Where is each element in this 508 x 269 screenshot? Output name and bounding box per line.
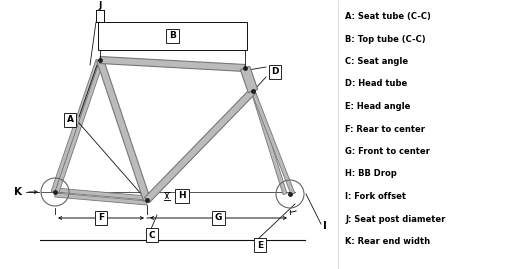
Text: C: Seat angle: C: Seat angle bbox=[345, 57, 408, 66]
Text: H: H bbox=[178, 192, 186, 200]
Text: F: Rear to center: F: Rear to center bbox=[345, 125, 425, 133]
Polygon shape bbox=[100, 56, 245, 72]
Polygon shape bbox=[251, 90, 295, 195]
Text: B: B bbox=[169, 31, 176, 41]
Text: H: BB Drop: H: BB Drop bbox=[345, 169, 397, 179]
Text: E: E bbox=[257, 240, 263, 250]
Text: F: F bbox=[98, 214, 104, 222]
Text: D: Head tube: D: Head tube bbox=[345, 80, 407, 89]
Text: A: Seat tube (C-C): A: Seat tube (C-C) bbox=[345, 12, 431, 21]
Polygon shape bbox=[97, 59, 150, 201]
Text: K: Rear end width: K: Rear end width bbox=[345, 237, 430, 246]
Polygon shape bbox=[55, 59, 104, 193]
Text: A: A bbox=[67, 115, 74, 125]
Text: G: Front to center: G: Front to center bbox=[345, 147, 430, 156]
Polygon shape bbox=[55, 193, 147, 205]
Bar bbox=[98, 22, 247, 50]
Text: J: Seat post diameter: J: Seat post diameter bbox=[345, 214, 446, 224]
Polygon shape bbox=[240, 66, 258, 93]
Text: I: Fork offset: I: Fork offset bbox=[345, 192, 406, 201]
Text: E: Head angle: E: Head angle bbox=[345, 102, 410, 111]
Text: B: Top tube (C-C): B: Top tube (C-C) bbox=[345, 34, 426, 44]
Polygon shape bbox=[144, 89, 256, 203]
Polygon shape bbox=[251, 90, 287, 194]
Text: K: K bbox=[14, 187, 22, 197]
Text: I: I bbox=[323, 221, 327, 231]
Polygon shape bbox=[55, 188, 147, 200]
Text: J: J bbox=[99, 1, 102, 9]
Polygon shape bbox=[51, 59, 100, 193]
Text: D: D bbox=[271, 68, 279, 76]
Text: C: C bbox=[149, 231, 155, 239]
Text: G: G bbox=[215, 214, 222, 222]
